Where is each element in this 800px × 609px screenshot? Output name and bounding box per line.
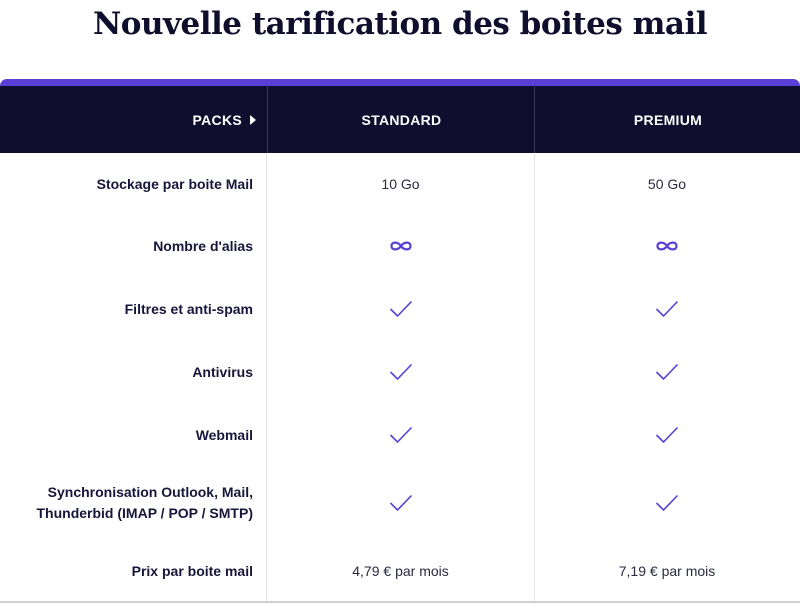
price-standard-value: 4,79 € par mois	[352, 563, 449, 579]
row-label-webmail: Webmail	[195, 426, 253, 443]
page-title: Nouvelle tarification des boites mail	[92, 6, 708, 42]
infinity-icon	[656, 241, 678, 251]
accent-bar	[0, 79, 800, 87]
filters-standard-cell	[267, 285, 534, 333]
packs-header[interactable]: PACKS	[0, 86, 266, 153]
row-label-filters: Filtres et anti-spam	[124, 300, 253, 317]
column-divider	[534, 153, 535, 604]
check-icon	[655, 426, 679, 444]
plan-name-premium: PREMIUM	[633, 111, 703, 128]
plan-name-standard: STANDARD	[361, 111, 442, 128]
sync-standard-cell	[267, 474, 534, 532]
check-icon	[389, 300, 412, 318]
webmail-premium-cell	[534, 411, 800, 459]
price-premium-value: 7,19 € par mois	[618, 563, 716, 579]
row-label-aliases: Nombre d'alias	[153, 237, 253, 254]
storage-premium-value: 50 Go	[647, 176, 687, 192]
check-icon	[655, 494, 679, 512]
row-label-sync-line2: Thunderbid (IMAP / POP / SMTP)	[36, 505, 254, 521]
check-icon	[389, 494, 412, 512]
check-icon	[655, 300, 679, 318]
check-icon	[655, 363, 679, 381]
infinity-icon	[389, 241, 412, 251]
plan-header-premium: PREMIUM	[534, 86, 800, 153]
table-row: Nombre d'alias	[0, 222, 800, 270]
table-row: Webmail	[0, 411, 800, 459]
row-label-storage: Stockage par boite Mail	[96, 175, 253, 192]
row-label-sync: Synchronisation Outlook, Mail, Thunderbi…	[0, 474, 254, 532]
row-label-price: Prix par boite mail	[131, 562, 253, 579]
check-icon	[389, 363, 412, 381]
antivirus-premium-cell	[534, 348, 800, 396]
caret-right-icon	[250, 114, 256, 125]
table-row: Prix par boite mail 4,79 € par mois 7,19…	[0, 548, 800, 594]
sync-premium-cell	[534, 474, 800, 532]
table-row: Synchronisation Outlook, Mail, Thunderbi…	[0, 474, 800, 532]
aliases-premium-cell	[534, 222, 800, 270]
storage-standard-value: 10 Go	[381, 176, 420, 192]
row-label-sync-line1: Synchronisation Outlook, Mail,	[47, 484, 253, 500]
table-bottom-border	[0, 601, 800, 603]
webmail-standard-cell	[267, 411, 534, 459]
table-row: Antivirus	[0, 348, 800, 396]
column-divider	[266, 153, 267, 604]
aliases-standard-cell	[267, 222, 534, 270]
table-header: PACKS STANDARD PREMIUM	[0, 86, 800, 153]
check-icon	[389, 426, 412, 444]
row-label-antivirus: Antivirus	[192, 363, 253, 380]
plan-header-standard: STANDARD	[267, 86, 535, 153]
packs-label: PACKS	[192, 111, 242, 128]
antivirus-standard-cell	[267, 348, 534, 396]
table-row: Stockage par boite Mail 10 Go 50 Go	[0, 160, 800, 208]
table-row: Filtres et anti-spam	[0, 285, 800, 333]
filters-premium-cell	[534, 285, 800, 333]
